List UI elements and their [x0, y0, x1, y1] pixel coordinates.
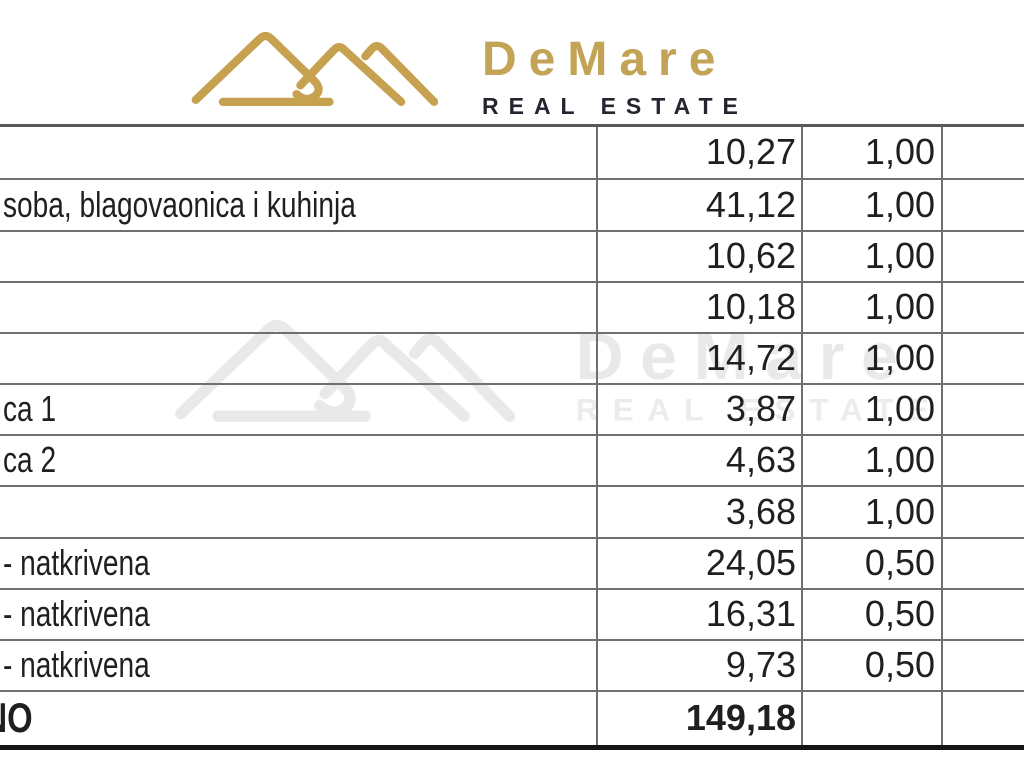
room-name-cell [0, 229, 598, 282]
room-name-cell: - natkrivena [0, 536, 598, 589]
area-value-cell: 10,62 [597, 229, 803, 282]
total-label-cell: NO [0, 689, 598, 750]
area-value-cell: 24,05 [597, 536, 803, 589]
coefficient-cell: 1,00 [802, 331, 943, 384]
demare-mountains-icon [188, 22, 438, 110]
coefficient-cell: 1,00 [802, 229, 943, 282]
coefficient-cell: 0,50 [802, 638, 943, 691]
area-value-cell: 16,31 [597, 587, 803, 640]
table-row: 14,72 1,00 [0, 331, 1024, 384]
area-value-cell: 3,68 [597, 484, 803, 538]
coefficient-cell: 1,00 [802, 280, 943, 333]
empty-cell [942, 484, 1024, 538]
table-row: ca 1 3,87 1,00 [0, 382, 1024, 435]
demare-logo-text: DeMare REAL ESTATE [482, 22, 748, 120]
area-value-cell: 4,63 [597, 433, 803, 486]
area-value-cell: 41,12 [597, 177, 803, 231]
empty-cell [942, 331, 1024, 384]
total-coefficient-cell [802, 689, 943, 750]
empty-cell [942, 229, 1024, 282]
room-name-cell: soba, blagovaonica i kuhinja [0, 177, 598, 231]
area-value-cell: 10,27 [597, 124, 803, 179]
room-name-cell [0, 280, 598, 333]
coefficient-cell: 1,00 [802, 433, 943, 486]
coefficient-cell: 1,00 [802, 382, 943, 435]
table-row: - natkrivena 16,31 0,50 [0, 587, 1024, 640]
table-row: 10,18 1,00 [0, 280, 1024, 333]
empty-cell [942, 689, 1024, 750]
room-name-cell [0, 484, 598, 538]
room-name-cell: ca 2 [0, 433, 598, 486]
table-row: soba, blagovaonica i kuhinja 41,12 1,00 [0, 177, 1024, 231]
table-row: ca 2 4,63 1,00 [0, 433, 1024, 486]
room-area-table: 10,27 1,00 soba, blagovaonica i kuhinja … [0, 124, 1024, 750]
area-value-cell: 3,87 [597, 382, 803, 435]
empty-cell [942, 638, 1024, 691]
coefficient-cell: 1,00 [802, 177, 943, 231]
empty-cell [942, 536, 1024, 589]
coefficient-cell: 0,50 [802, 587, 943, 640]
room-name-cell: ca 1 [0, 382, 598, 435]
coefficient-cell: 1,00 [802, 484, 943, 538]
coefficient-cell: 0,50 [802, 536, 943, 589]
room-name-cell [0, 331, 598, 384]
empty-cell [942, 433, 1024, 486]
room-name-cell: - natkrivena [0, 587, 598, 640]
logo-brand-text: DeMare [482, 33, 728, 86]
demare-logo: DeMare REAL ESTATE [188, 22, 748, 120]
room-name-cell: - natkrivena [0, 638, 598, 691]
empty-cell [942, 382, 1024, 435]
empty-cell [942, 280, 1024, 333]
table-row: - natkrivena 24,05 0,50 [0, 536, 1024, 589]
table-row: 10,62 1,00 [0, 229, 1024, 282]
total-area-cell: 149,18 [597, 689, 803, 750]
area-value-cell: 9,73 [597, 638, 803, 691]
empty-cell [942, 587, 1024, 640]
logo-subtitle-text: REAL ESTATE [482, 93, 748, 119]
area-value-cell: 14,72 [597, 331, 803, 384]
room-name-cell [0, 124, 598, 179]
table-total-row: NO 149,18 [0, 689, 1024, 750]
empty-cell [942, 124, 1024, 179]
empty-cell [942, 177, 1024, 231]
coefficient-cell: 1,00 [802, 124, 943, 179]
table-row: 3,68 1,00 [0, 484, 1024, 538]
table-row: - natkrivena 9,73 0,50 [0, 638, 1024, 691]
area-value-cell: 10,18 [597, 280, 803, 333]
table-row: 10,27 1,00 [0, 124, 1024, 179]
